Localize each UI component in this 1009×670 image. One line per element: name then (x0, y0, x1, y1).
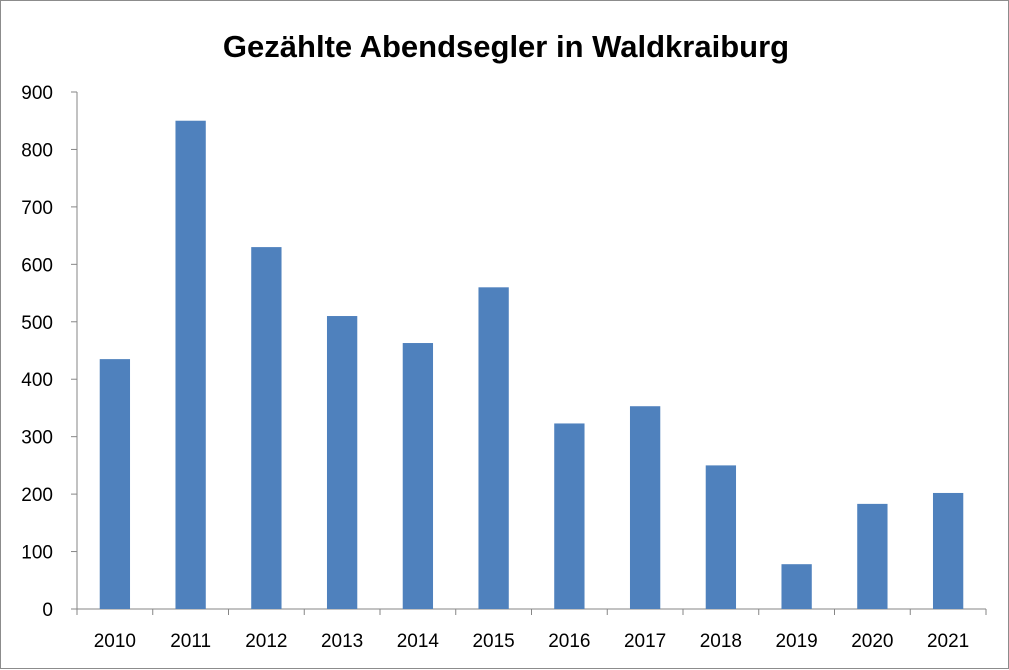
bar-2019 (781, 564, 812, 609)
bar-2010 (99, 359, 131, 609)
bars (99, 120, 964, 609)
x-tick-label: 2013 (321, 631, 363, 652)
bar-2015 (478, 287, 509, 609)
y-tick-label: 100 (21, 543, 53, 564)
x-tick-label: 2011 (170, 631, 211, 652)
x-tick-label: 2020 (851, 631, 893, 652)
bar-2013 (326, 316, 358, 609)
bar-2021 (932, 492, 964, 609)
y-tick-label: 800 (21, 140, 53, 161)
bar-2012 (251, 247, 282, 609)
bar-2020 (857, 503, 888, 609)
x-tick-label: 2010 (94, 631, 136, 652)
y-tick-label: 600 (21, 255, 53, 276)
y-tick-label: 500 (21, 313, 53, 334)
x-tick-label: 2015 (472, 631, 514, 652)
bar-2016 (554, 423, 585, 609)
y-tick-label: 300 (21, 428, 53, 449)
x-axis: 2010 2011 2012 2013 2014 2015 2016 2017 2018 2019… (76, 608, 987, 652)
y-tick-label: 400 (21, 370, 53, 391)
x-tick-label: 2018 (700, 631, 742, 652)
x-tick-label: 2012 (245, 631, 287, 652)
bar-2017 (629, 406, 661, 609)
bar-2011 (175, 120, 206, 609)
chart-title: Gezählte Abendsegler in Waldkraiburg (223, 29, 789, 64)
x-tick-label: 2017 (624, 631, 666, 652)
y-tick-label: 900 (21, 83, 53, 104)
bar-2014 (402, 343, 434, 609)
x-tick-label: 2014 (397, 631, 440, 652)
y-tick-label: 200 (21, 485, 53, 506)
x-tick-label: 2016 (548, 631, 590, 652)
y-tick-label: 0 (42, 600, 53, 621)
y-axis: 0 100 200 300 400 500 600 700 800 900 (21, 83, 78, 621)
x-tick-label: 2021 (927, 631, 969, 652)
y-tick-label: 700 (21, 198, 53, 219)
bar-2018 (705, 465, 737, 609)
x-tick-label: 2019 (775, 631, 817, 652)
